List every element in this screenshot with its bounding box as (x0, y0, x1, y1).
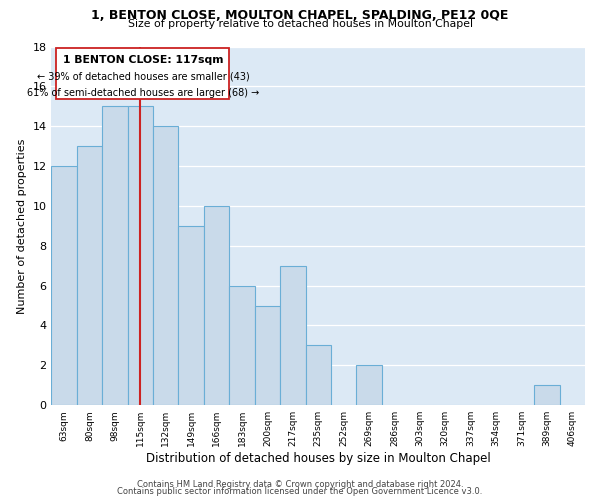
X-axis label: Distribution of detached houses by size in Moulton Chapel: Distribution of detached houses by size … (146, 452, 491, 465)
Text: Contains public sector information licensed under the Open Government Licence v3: Contains public sector information licen… (118, 488, 482, 496)
Text: 1 BENTON CLOSE: 117sqm: 1 BENTON CLOSE: 117sqm (62, 56, 223, 66)
Bar (356, 366, 382, 405)
Bar (534, 386, 560, 405)
Bar (280, 266, 305, 405)
Bar (229, 286, 254, 405)
Y-axis label: Number of detached properties: Number of detached properties (17, 138, 27, 314)
Text: 61% of semi-detached houses are larger (68) →: 61% of semi-detached houses are larger (… (27, 88, 259, 98)
Text: 1, BENTON CLOSE, MOULTON CHAPEL, SPALDING, PE12 0QE: 1, BENTON CLOSE, MOULTON CHAPEL, SPALDIN… (91, 9, 509, 22)
Bar (102, 106, 128, 405)
Bar (128, 106, 153, 405)
Bar (178, 226, 204, 405)
Bar (204, 206, 229, 405)
Bar (305, 346, 331, 405)
Bar (77, 146, 102, 405)
Text: Size of property relative to detached houses in Moulton Chapel: Size of property relative to detached ho… (128, 19, 473, 29)
Bar (254, 306, 280, 405)
Text: ← 39% of detached houses are smaller (43): ← 39% of detached houses are smaller (43… (37, 72, 249, 82)
Bar (153, 126, 178, 405)
Text: Contains HM Land Registry data © Crown copyright and database right 2024.: Contains HM Land Registry data © Crown c… (137, 480, 463, 489)
Bar (52, 166, 77, 405)
FancyBboxPatch shape (56, 48, 229, 100)
